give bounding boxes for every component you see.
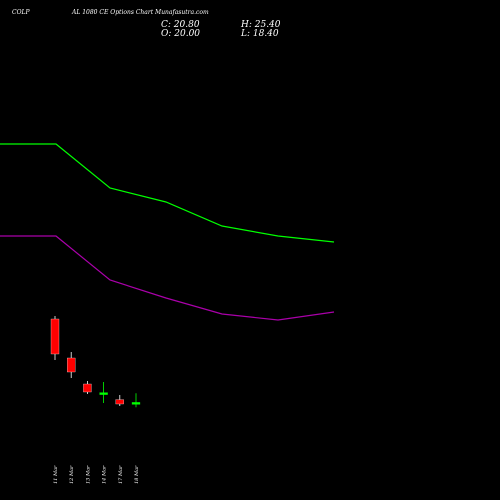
close-value: C: 20.80 — [161, 20, 200, 30]
candle-body — [115, 399, 124, 405]
candle-body — [67, 357, 76, 373]
overlay-line-2 — [0, 235, 335, 321]
open-value: O: 20.00 — [161, 29, 201, 39]
low-value: L: 18.40 — [241, 29, 279, 39]
x-tick-label: 13 Mar — [85, 465, 91, 484]
candle-body — [50, 318, 60, 355]
x-tick-label: 12 Mar — [69, 465, 75, 484]
x-tick-label: 17 Mar — [118, 465, 124, 484]
high-value: H: 25.40 — [241, 20, 281, 30]
candle-body — [83, 383, 92, 393]
overlay-line-1 — [0, 143, 335, 243]
x-tick-label: 18 Mar — [134, 465, 140, 484]
x-tick-label: 14 Mar — [102, 465, 108, 484]
symbol-label: COLP — [12, 9, 30, 16]
x-tick-label: 11 Mar — [53, 465, 59, 484]
candle-body — [99, 392, 108, 395]
chart-title: AL 1080 CE Options Chart Munafasutra.com — [72, 9, 209, 16]
candle-body — [131, 402, 141, 405]
